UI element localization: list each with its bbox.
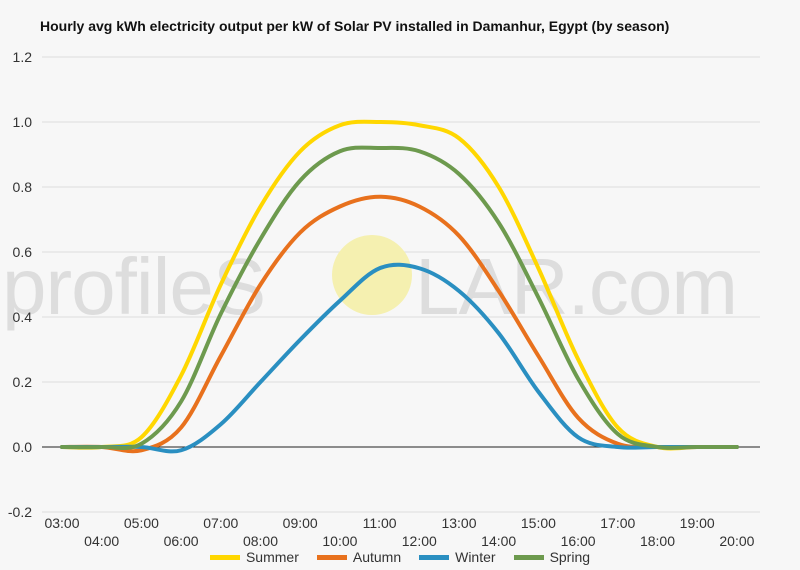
legend-item-summer: Summer xyxy=(209,549,299,565)
y-tick-label: 0.4 xyxy=(13,309,33,325)
series-lines xyxy=(60,119,739,454)
chart-title: Hourly avg kWh electricity output per kW… xyxy=(40,18,670,34)
x-tick-label: 19:00 xyxy=(680,515,715,531)
legend-swatch xyxy=(316,554,347,560)
x-tick-label: 13:00 xyxy=(441,515,476,531)
x-tick-label: 10:00 xyxy=(322,533,357,549)
legend-label: Spring xyxy=(549,549,591,565)
tick-labels: -0.2 0.0 0.2 0.4 0.6 0.8 1.0 1.2 03:00 05:00 07:00… xyxy=(8,49,755,549)
legend-item-autumn: Autumn xyxy=(316,549,402,565)
legend-swatch xyxy=(513,554,544,560)
x-tick-label: 12:00 xyxy=(402,533,437,549)
x-tick-label: 11:00 xyxy=(363,515,397,531)
watermark-sun-icon xyxy=(332,235,412,315)
x-tick-label: 08:00 xyxy=(243,533,278,549)
y-tick-label: 1.0 xyxy=(13,114,33,130)
x-tick-label: 06:00 xyxy=(164,533,199,549)
series-line-summer xyxy=(60,119,739,451)
series-line-winter xyxy=(60,262,739,454)
y-tick-label: 0.8 xyxy=(13,179,33,195)
x-tick-label: 04:00 xyxy=(84,533,119,549)
x-tick-label: 14:00 xyxy=(481,533,516,549)
legend-label: Summer xyxy=(245,549,299,565)
x-tick-label: 07:00 xyxy=(203,515,238,531)
legend-swatch xyxy=(419,554,450,560)
x-tick-label: 20:00 xyxy=(719,533,754,549)
series-line-spring xyxy=(60,145,739,451)
x-tick-label: 16:00 xyxy=(561,533,596,549)
watermark: profileS LAR.com xyxy=(2,235,738,331)
legend-label: Autumn xyxy=(352,549,402,565)
x-tick-label: 03:00 xyxy=(44,515,79,531)
legend-label: Winter xyxy=(455,549,496,565)
y-tick-label: 0.2 xyxy=(13,374,33,390)
x-tick-label: 18:00 xyxy=(640,533,675,549)
x-tick-label: 05:00 xyxy=(124,515,159,531)
legend-item-winter: Winter xyxy=(419,549,496,565)
watermark-text-left: profileS xyxy=(2,242,265,331)
x-tick-label: 17:00 xyxy=(600,515,635,531)
x-tick-label: 09:00 xyxy=(283,515,318,531)
y-tick-label: 0.0 xyxy=(13,439,33,455)
y-tick-label: 0.6 xyxy=(13,244,33,260)
x-tick-label: 15:00 xyxy=(521,515,556,531)
y-tick-label: -0.2 xyxy=(8,504,32,520)
legend-swatch xyxy=(209,554,240,560)
series-line-autumn xyxy=(60,194,739,454)
legend-item-spring: Spring xyxy=(513,549,591,565)
y-tick-label: 1.2 xyxy=(13,49,33,65)
legend: Summer Autumn Winter Spring xyxy=(0,549,800,565)
watermark-text-right: LAR.com xyxy=(415,242,737,331)
